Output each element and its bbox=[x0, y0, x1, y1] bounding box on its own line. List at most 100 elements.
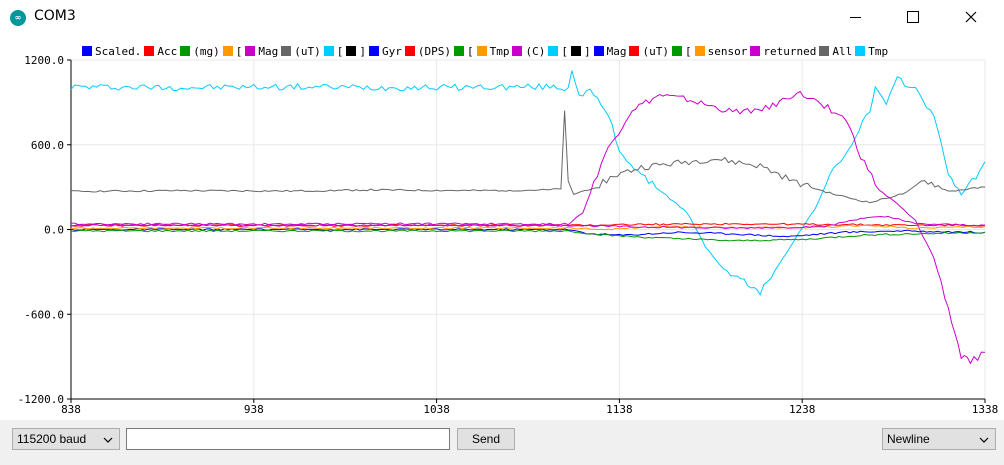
legend-swatch bbox=[82, 46, 92, 56]
legend-item: Mag bbox=[593, 44, 627, 58]
legend-label: Tmp bbox=[868, 44, 889, 58]
legend-label: ] bbox=[583, 44, 591, 58]
legend-label: [ bbox=[336, 44, 344, 58]
window-title: COM3 bbox=[34, 8, 76, 24]
x-tick-label: 1138 bbox=[606, 403, 633, 416]
legend-label: Mag bbox=[606, 44, 627, 58]
legend-item: [ bbox=[671, 44, 692, 58]
legend-label: Tmp bbox=[489, 44, 510, 58]
legend-item: [ bbox=[222, 44, 243, 58]
legend-label: (C) bbox=[525, 44, 546, 58]
y-tick-label: 0.0 bbox=[44, 224, 64, 237]
maximize-button[interactable] bbox=[884, 0, 942, 34]
legend-swatch bbox=[453, 46, 464, 56]
legend-label: sensor bbox=[707, 44, 748, 58]
y-tick-label: -1200.0 bbox=[18, 393, 64, 406]
legend-swatch bbox=[819, 46, 830, 56]
x-tick-label: 838 bbox=[61, 403, 81, 416]
x-tick-label: 1338 bbox=[972, 403, 999, 416]
series-line bbox=[70, 215, 986, 230]
legend-label: [ bbox=[561, 44, 568, 58]
legend-swatch bbox=[346, 46, 357, 56]
legend-swatch bbox=[593, 46, 604, 56]
series-line bbox=[70, 70, 986, 296]
legend-swatch bbox=[404, 46, 415, 56]
legend-label: [ bbox=[684, 44, 692, 58]
legend-label: (uT) bbox=[294, 44, 321, 58]
legend-item: Gyr bbox=[368, 44, 402, 58]
series-line bbox=[70, 110, 986, 204]
legend-item: Mag bbox=[245, 45, 278, 58]
series-line bbox=[70, 90, 986, 365]
legend-swatch bbox=[476, 46, 487, 56]
legend-item: (DPS) bbox=[404, 44, 451, 58]
legend-item: Tmp bbox=[855, 45, 888, 58]
legend-item: returned bbox=[750, 45, 816, 58]
x-tick-label: 1238 bbox=[789, 403, 816, 416]
close-button[interactable] bbox=[942, 0, 1000, 34]
legend-label: [ bbox=[235, 44, 243, 58]
legend-item: ] bbox=[570, 44, 591, 58]
legend-swatch bbox=[548, 46, 559, 56]
baud-rate-value: 115200 baud bbox=[17, 432, 87, 446]
chevron-down-icon bbox=[979, 437, 989, 443]
legend-label: Acc bbox=[157, 44, 178, 58]
x-tick-label: 1038 bbox=[423, 403, 450, 416]
arduino-infinity-icon: ∞ bbox=[10, 10, 26, 26]
legend-swatch bbox=[245, 46, 256, 56]
legend-item: Scaled. bbox=[82, 45, 141, 58]
maximize-icon bbox=[907, 11, 919, 23]
legend-label: (DPS) bbox=[417, 44, 451, 58]
legend-swatch bbox=[671, 46, 682, 56]
series-line bbox=[70, 224, 986, 231]
y-tick-label: 1200.0 bbox=[24, 54, 64, 67]
legend-item: [ bbox=[453, 44, 474, 58]
line-ending-select[interactable]: Newline bbox=[882, 428, 996, 450]
y-tick-label: 600.0 bbox=[31, 139, 64, 152]
legend-item: Tmp bbox=[476, 44, 510, 58]
y-tick-label: -600.0 bbox=[24, 308, 64, 321]
legend-item: (uT) bbox=[629, 45, 669, 58]
legend-swatch bbox=[180, 46, 191, 56]
close-icon bbox=[965, 11, 977, 23]
serial-plotter-area: 1200.0 600.0 0.0 -600.0 -1200.0 838 938 1038 113… bbox=[0, 34, 1004, 420]
title-bar: ∞ COM3 bbox=[0, 0, 1004, 34]
legend-swatch bbox=[855, 46, 866, 56]
legend-swatch bbox=[323, 46, 334, 56]
legend-swatch bbox=[144, 46, 155, 56]
chevron-down-icon bbox=[103, 437, 113, 443]
legend-item: [ bbox=[548, 45, 568, 58]
legend-swatch bbox=[222, 46, 233, 56]
minimize-icon bbox=[849, 16, 861, 18]
legend-swatch bbox=[512, 46, 523, 56]
legend-item: (C) bbox=[512, 45, 545, 58]
legend-item: (uT) bbox=[281, 45, 321, 58]
legend-swatch bbox=[368, 46, 379, 56]
legend-label: ] bbox=[359, 44, 366, 58]
bottom-toolbar: 115200 baud Send Newline bbox=[0, 420, 1004, 465]
legend-label: returned bbox=[763, 44, 817, 58]
legend-item: sensor bbox=[694, 44, 748, 58]
legend-item: Acc bbox=[144, 45, 177, 58]
legend-label: Gyr bbox=[381, 44, 402, 58]
send-button[interactable]: Send bbox=[457, 428, 515, 450]
legend-item: All bbox=[819, 45, 852, 58]
legend-label: (uT) bbox=[642, 44, 669, 58]
legend-label: All bbox=[832, 44, 853, 58]
legend-label: Scaled. bbox=[95, 44, 142, 58]
plot-legend: Scaled. Acc (mg) [ Mag (uT) [] Gyr (DPS) [ Tmp (C) [… bbox=[82, 44, 891, 58]
legend-swatch bbox=[750, 46, 761, 56]
legend-item: (mg) bbox=[180, 45, 220, 58]
legend-label: (mg) bbox=[193, 44, 220, 58]
legend-swatch bbox=[694, 46, 705, 56]
legend-swatch bbox=[629, 46, 640, 56]
series-line bbox=[70, 228, 986, 238]
serial-send-input[interactable] bbox=[126, 428, 450, 450]
legend-label: Mag bbox=[258, 44, 279, 58]
legend-label: [ bbox=[466, 44, 474, 58]
legend-item: ] bbox=[346, 45, 366, 58]
minimize-button[interactable] bbox=[826, 0, 884, 34]
legend-swatch bbox=[281, 46, 292, 56]
baud-rate-select[interactable]: 115200 baud bbox=[12, 428, 120, 450]
